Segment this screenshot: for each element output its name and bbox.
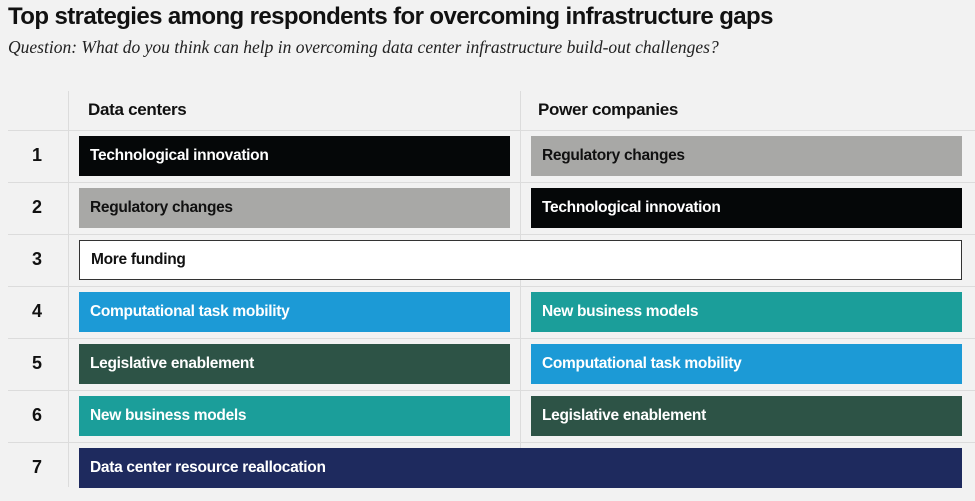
row-divider — [8, 130, 975, 131]
strategy-bar-regulatory-changes-power-companies: Regulatory changes — [531, 136, 962, 176]
rank-number: 2 — [31, 197, 42, 217]
row-divider — [8, 182, 975, 183]
strategy-bar-new-business-models-power-companies: New business models — [531, 292, 962, 332]
column-header-data-centers: Data centers — [88, 100, 187, 119]
column-header-power-companies: Power companies — [538, 100, 679, 119]
rank-number: 3 — [31, 249, 42, 269]
strategy-bar-legislative-enablement-power-companies: Legislative enablement — [531, 396, 962, 436]
column-divider — [520, 91, 521, 487]
strategy-bar-computational-task-mobility-data-centers: Computational task mobility — [79, 292, 510, 332]
rank-number: 1 — [31, 145, 42, 165]
strategy-bar-legislative-enablement-data-centers: Legislative enablement — [79, 344, 510, 384]
strategy-bar-more-funding-shared: More funding — [79, 240, 962, 280]
strategy-bar-data-center-resource-reallocation-shared: Data center resource reallocation — [79, 448, 962, 488]
chart-subtitle: Question: What do you think can help in … — [8, 37, 719, 57]
strategy-bar-technological-innovation-data-centers: Technological innovation — [79, 136, 510, 176]
strategy-bar-technological-innovation-power-companies: Technological innovation — [531, 188, 962, 228]
strategy-bar-computational-task-mobility-power-companies: Computational task mobility — [531, 344, 962, 384]
strategy-bar-new-business-models-data-centers: New business models — [79, 396, 510, 436]
row-divider — [8, 286, 975, 287]
row-divider — [8, 338, 975, 339]
strategy-bar-regulatory-changes-data-centers: Regulatory changes — [79, 188, 510, 228]
rank-number: 5 — [31, 353, 42, 373]
chart-title: Top strategies among respondents for ove… — [8, 3, 773, 30]
row-divider — [8, 234, 975, 235]
row-divider — [8, 390, 975, 391]
rank-number: 7 — [31, 457, 42, 477]
rank-number: 6 — [31, 405, 42, 425]
rank-number: 4 — [31, 301, 42, 321]
rank-column-divider — [68, 91, 69, 487]
row-divider — [8, 442, 975, 443]
